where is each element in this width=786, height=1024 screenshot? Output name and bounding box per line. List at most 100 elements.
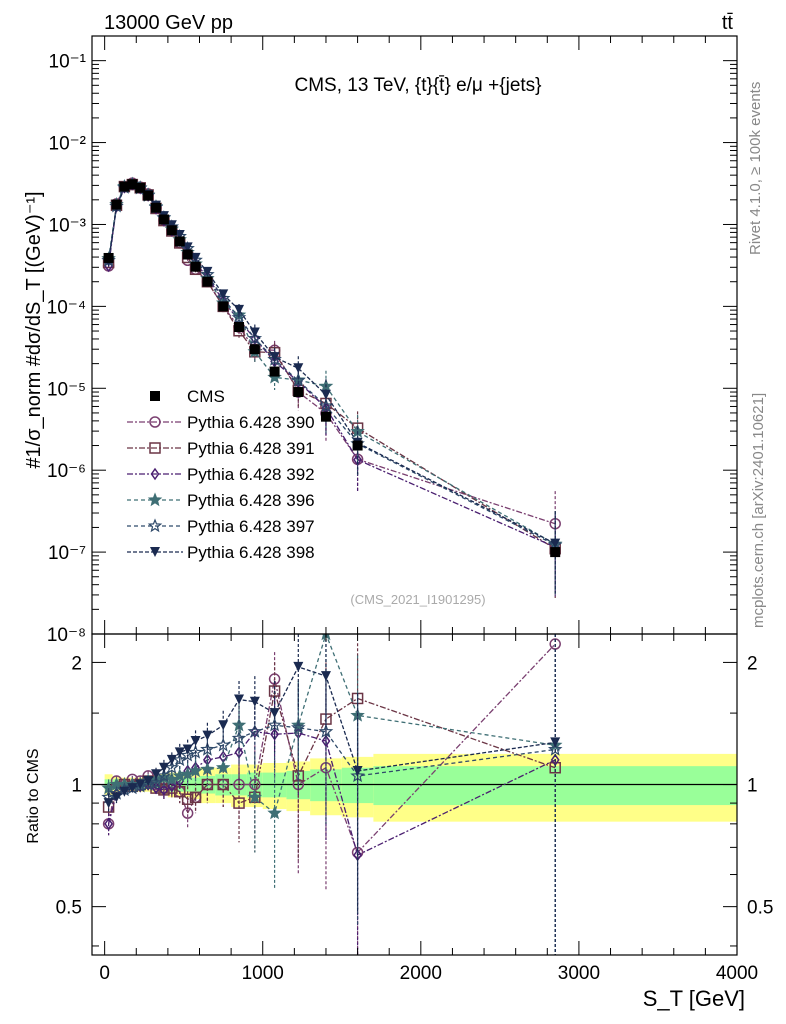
data-point-ratio <box>202 730 213 741</box>
collision-label: 13000 GeV pp <box>104 12 233 34</box>
data-point-ratio <box>269 708 280 719</box>
data-point-ratio <box>189 791 202 804</box>
data-point-main <box>190 252 201 263</box>
data-point-ratio <box>164 760 180 774</box>
data-point-ratio <box>547 741 563 756</box>
data-point-main <box>182 242 193 253</box>
legend-marker <box>150 547 160 557</box>
data-point-ratio <box>158 762 169 773</box>
cms-data-point <box>127 179 138 190</box>
data-point-main <box>269 352 280 363</box>
data-point-main <box>215 290 231 305</box>
x-tick-label: 4000 <box>716 963 758 984</box>
cms-data-point <box>202 276 213 287</box>
y-tick-label: 10⁻⁵ <box>47 379 86 400</box>
cms-data-point <box>249 344 260 355</box>
cms-data-point <box>234 321 245 332</box>
data-point-ratio <box>188 744 203 759</box>
ratio-plot-content <box>92 634 737 955</box>
data-point-ratio <box>291 720 306 734</box>
legend-marker <box>147 492 163 507</box>
data-point-main <box>249 327 260 338</box>
data-point-ratio <box>215 760 231 774</box>
data-point-ratio <box>200 761 215 776</box>
ratio-frame <box>91 633 738 956</box>
data-point-main <box>202 266 213 277</box>
legend-label: Pythia 6.428 391 <box>187 439 315 458</box>
data-point-ratio <box>215 737 231 752</box>
ratio-tick-label: 0.5 <box>56 898 82 919</box>
main-panel: 10⁻⁸ 10⁻⁷ 10⁻⁶ 10⁻⁵ 10⁻⁴ 10⁻³ 10⁻² 10⁻¹ CMS, 13… <box>23 35 738 646</box>
ratio-tick-label-right: 0.5 <box>747 898 773 919</box>
cms-data-point <box>119 181 130 192</box>
data-point-ratio <box>135 779 146 790</box>
data-point-ratio <box>174 747 185 758</box>
x-tick-label: 0 <box>99 963 110 984</box>
data-point-ratio <box>247 789 263 804</box>
data-point-ratio <box>231 730 247 745</box>
data-point-ratio <box>104 817 114 831</box>
y-tick-label: 10⁻⁶ <box>47 461 86 482</box>
cms-data-point <box>182 249 193 260</box>
data-point-main <box>218 289 229 300</box>
legend: CMS Pythia 6.428 390 Pythia 6.428 391 Pythi… <box>127 387 315 562</box>
y-tick-label: 10⁻⁴ <box>47 297 86 318</box>
data-point-ratio <box>234 694 245 705</box>
data-point-ratio <box>180 766 195 781</box>
cms-data-point <box>174 236 185 247</box>
x-tick-label: 1000 <box>242 963 284 984</box>
legend-label: Pythia 6.428 396 <box>187 491 315 510</box>
data-point-ratio <box>249 778 261 791</box>
cms-data-point <box>166 225 177 236</box>
legend-marker <box>150 467 160 481</box>
data-point-main <box>174 229 185 240</box>
data-point-ratio <box>119 786 130 797</box>
cms-data-point <box>111 199 122 210</box>
cms-data-point <box>103 252 114 263</box>
legend-marker <box>150 391 160 401</box>
cms-data-point <box>352 440 363 451</box>
data-point-ratio <box>159 783 169 797</box>
legend-label: CMS <box>187 387 225 406</box>
data-point-ratio <box>167 779 177 793</box>
data-point-ratio <box>103 798 114 809</box>
analysis-id: (CMS_2021_I1901295) <box>350 592 485 607</box>
y-tick-label: 10⁻⁸ <box>47 625 86 646</box>
data-point-ratio <box>270 727 280 741</box>
data-point-ratio <box>182 744 193 755</box>
data-point-ratio <box>151 769 162 780</box>
cms-data-point <box>158 214 169 225</box>
data-point-ratio <box>352 765 363 776</box>
data-point-ratio <box>111 792 122 803</box>
ratio-tick-label: 1 <box>71 776 82 797</box>
data-point-ratio <box>181 793 194 805</box>
ratio-axes: 0 1000 2000 3000 4000 0.5 0.5 1 1 2 2 <box>56 36 773 984</box>
data-point-main <box>320 389 331 400</box>
data-point-ratio <box>180 747 195 762</box>
data-point-ratio <box>143 776 154 787</box>
legend-label: Pythia 6.428 398 <box>187 543 315 562</box>
data-point-main <box>231 310 247 324</box>
mcplots-label: mcplots.cern.ch [arXiv:2401.10621] <box>750 393 767 628</box>
x-tick-label: 3000 <box>558 963 600 984</box>
ratio-tick-label: 2 <box>71 653 82 674</box>
y-axis-label: #1/σ_norm #dσ/dS_T [(GeV)⁻¹] <box>23 191 45 468</box>
ratio-tick-label-right: 1 <box>747 776 758 797</box>
process-label: tt̄ <box>722 12 734 34</box>
rivet-version-label: Rivet 4.1.0, ≥ 100k events <box>747 82 764 255</box>
data-point-ratio <box>164 771 180 786</box>
x-tick-label: 2000 <box>400 963 442 984</box>
data-point-main <box>267 351 282 366</box>
cms-data-point <box>293 387 304 398</box>
data-point-main <box>293 363 304 374</box>
cms-data-point <box>218 301 229 312</box>
cms-data-point <box>135 182 146 193</box>
ratio-tick-label-right: 2 <box>747 653 758 674</box>
cms-data-point <box>143 190 154 201</box>
data-point-ratio <box>320 671 331 682</box>
legend-label: Pythia 6.428 392 <box>187 465 315 484</box>
data-point-ratio <box>200 741 215 756</box>
data-point-ratio <box>293 661 304 672</box>
legend-label: Pythia 6.428 390 <box>187 413 315 432</box>
